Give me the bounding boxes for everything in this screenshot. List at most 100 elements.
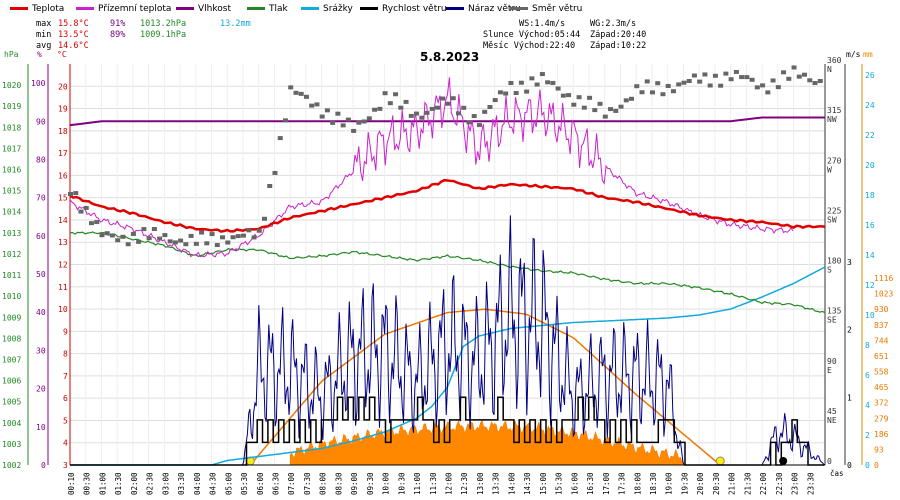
- x-tick-label: 20:00: [696, 472, 705, 495]
- temperature-tick-label: 16: [58, 171, 68, 180]
- temperature-tick-label: 12: [58, 261, 68, 270]
- wind-axis-label: m/s: [846, 50, 861, 59]
- x-tick-label: 06:00: [256, 472, 265, 495]
- x-tick-label: 19:30: [680, 472, 689, 495]
- rain-tick-label: 6: [865, 371, 870, 380]
- x-tick-label: 15:30: [555, 472, 564, 495]
- wind-direction-point: [372, 107, 378, 112]
- legend-item: Teplota: [10, 4, 64, 14]
- wind-direction-point: [691, 73, 697, 78]
- wind-direction-point: [324, 108, 330, 113]
- wind-direction-point: [712, 73, 718, 78]
- wind-direction-point: [702, 72, 708, 77]
- stats-max-temp: 15.8°C: [58, 19, 89, 29]
- wind-direction-point: [225, 240, 231, 245]
- wind-direction-point: [555, 86, 561, 91]
- pressure-tick-label: 1011: [2, 271, 21, 280]
- humidity-tick-label: 30: [36, 346, 46, 355]
- wind-direction-point: [241, 233, 247, 238]
- humidity-tick-label: 20: [36, 385, 46, 394]
- humidity-tick-label: 40: [36, 308, 46, 317]
- wind-direction-point: [497, 90, 503, 95]
- direction-tick-label: 135: [827, 307, 842, 316]
- humidity-tick-label: 80: [36, 155, 46, 164]
- wind-direction-point: [744, 75, 750, 80]
- stats-min-temp: 13.5°C: [58, 30, 89, 40]
- wind-direction-point: [199, 230, 205, 235]
- wind-direction-point: [414, 111, 420, 116]
- direction-tick-label: W: [827, 165, 832, 174]
- wind-direction-point: [566, 93, 572, 98]
- wind-direction-point: [445, 101, 451, 106]
- temperature-tick-label: 13: [58, 238, 68, 247]
- moonrise-marker: [779, 457, 788, 465]
- wind-direction-point: [288, 85, 294, 90]
- wind-tick-label: 1: [847, 393, 852, 402]
- wind-direction-point: [68, 191, 73, 196]
- wind-direction-point: [319, 114, 325, 119]
- wind-direction-point: [403, 99, 409, 104]
- x-tick-label: 21:00: [728, 472, 737, 495]
- wind-direction-point: [125, 242, 131, 247]
- pressure-tick-label: 1005: [2, 398, 21, 407]
- wind-direction-point: [356, 120, 362, 125]
- x-tick-label: 17:00: [602, 472, 611, 495]
- direction-tick-label: NE: [827, 416, 837, 425]
- humidity-axis-label: %: [37, 50, 42, 59]
- rain-tick-label: 18: [865, 191, 875, 200]
- wind-direction-point: [749, 77, 755, 82]
- legend-swatch: [301, 7, 319, 10]
- legend-swatch: [247, 7, 265, 10]
- legend-item: Přízemní teplota: [76, 4, 171, 14]
- x-tick-label: 01:30: [114, 472, 123, 495]
- wind-direction-point: [681, 80, 687, 85]
- pressure-tick-label: 1013: [2, 229, 21, 238]
- wind-direction-point: [157, 236, 163, 241]
- wind-direction-point: [754, 85, 760, 90]
- pressure-tick-label: 1016: [2, 166, 21, 175]
- legend-label: Rychlost větru: [382, 4, 447, 14]
- x-tick-label: 17:30: [618, 472, 627, 495]
- wind-direction-point: [78, 209, 84, 214]
- legend-label: Náraz větru: [468, 4, 521, 14]
- x-tick-label: 04:00: [193, 472, 202, 495]
- wind-direction-point: [298, 91, 304, 96]
- wind-direction-point: [162, 233, 168, 238]
- wind-direction-point: [419, 115, 425, 120]
- x-tick-label: 07:00: [287, 472, 296, 495]
- stats-max-label: max: [36, 19, 52, 29]
- temperature-tick-label: 7: [63, 372, 68, 381]
- stats-min-hum: 89%: [110, 30, 126, 40]
- x-tick-label: 08:00: [319, 472, 328, 495]
- wind-direction-point: [99, 233, 105, 238]
- rain-tick-label: 12: [865, 281, 875, 290]
- pressure-tick-label: 1020: [2, 81, 21, 90]
- temperature-tick-label: 9: [63, 327, 68, 336]
- wind-direction-point: [670, 89, 676, 94]
- wind-direction-point: [707, 83, 713, 88]
- wind-direction-point: [393, 92, 399, 97]
- wind-direction-point: [665, 83, 671, 88]
- wind-direction-point: [718, 83, 724, 88]
- wind-direction-point: [775, 85, 781, 90]
- wind-direction-point: [597, 101, 603, 106]
- pressure-tick-label: 1004: [2, 419, 21, 428]
- wind-direction-point: [435, 105, 441, 110]
- solar-tick-label: 465: [874, 383, 889, 392]
- legend-item: Srážky: [301, 4, 353, 14]
- sunset-marker: [715, 456, 725, 466]
- wind-direction-point: [529, 76, 535, 81]
- temperature-tick-label: 5: [63, 416, 68, 425]
- x-tick-label: 09:30: [366, 472, 375, 495]
- wind-direction-point: [120, 234, 126, 239]
- wind-direction-point: [608, 107, 614, 112]
- wind-direction-point: [387, 101, 393, 106]
- wind-direction-point: [796, 74, 802, 79]
- wind-direction-point: [518, 80, 524, 85]
- wind-direction-point: [141, 227, 147, 232]
- x-tick-label: 07:30: [303, 472, 312, 495]
- wind-direction-point: [172, 240, 178, 245]
- wind-direction-point: [214, 243, 220, 248]
- wind-tick-label: 2: [847, 326, 852, 335]
- direction-tick-label: 0: [827, 457, 832, 466]
